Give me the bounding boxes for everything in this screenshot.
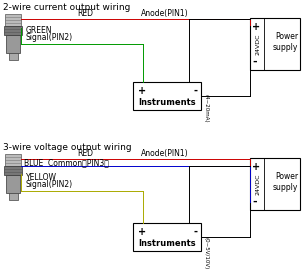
Text: Power
supply: Power supply [273, 32, 298, 52]
Text: +: + [252, 22, 260, 32]
Text: Signal(PIN2): Signal(PIN2) [26, 180, 73, 189]
Bar [5, 14, 21, 26]
Text: -: - [252, 197, 257, 207]
Text: (4~20mA): (4~20mA) [203, 94, 208, 123]
Bar [6, 35, 20, 53]
Text: 2-wire current output wiring: 2-wire current output wiring [3, 3, 130, 12]
Bar [4, 26, 22, 35]
Bar [4, 166, 22, 175]
Bar [250, 158, 300, 210]
Text: YELLOW: YELLOW [26, 173, 57, 182]
Text: +: + [138, 227, 146, 237]
Text: GREEN: GREEN [26, 26, 52, 35]
Bar [133, 82, 201, 110]
Text: Instruments: Instruments [138, 98, 196, 107]
Text: Power
supply: Power supply [273, 172, 298, 192]
Bar [133, 223, 201, 251]
Bar [5, 154, 21, 166]
Bar [6, 175, 20, 193]
Text: Instruments: Instruments [138, 239, 196, 248]
Text: -: - [193, 227, 197, 237]
Text: +: + [252, 162, 260, 172]
Text: Signal(PIN2): Signal(PIN2) [26, 33, 73, 42]
Text: 24VDC: 24VDC [255, 33, 261, 55]
Text: Anode(PIN1): Anode(PIN1) [141, 9, 189, 18]
Text: -: - [252, 57, 257, 67]
Text: (0~5V/10V): (0~5V/10V) [203, 237, 208, 269]
Text: -: - [193, 86, 197, 96]
Bar [8, 193, 18, 200]
Text: BLUE  Common（PIN3）: BLUE Common（PIN3） [24, 158, 109, 167]
Text: 3-wire voltage output wiring: 3-wire voltage output wiring [3, 143, 132, 152]
Text: +: + [138, 86, 146, 96]
Text: Anode(PIN1): Anode(PIN1) [141, 149, 189, 158]
Text: RED: RED [77, 149, 93, 158]
Text: RED: RED [77, 9, 93, 18]
Text: 24VDC: 24VDC [255, 173, 261, 195]
Bar [8, 53, 18, 60]
Bar [250, 18, 300, 70]
